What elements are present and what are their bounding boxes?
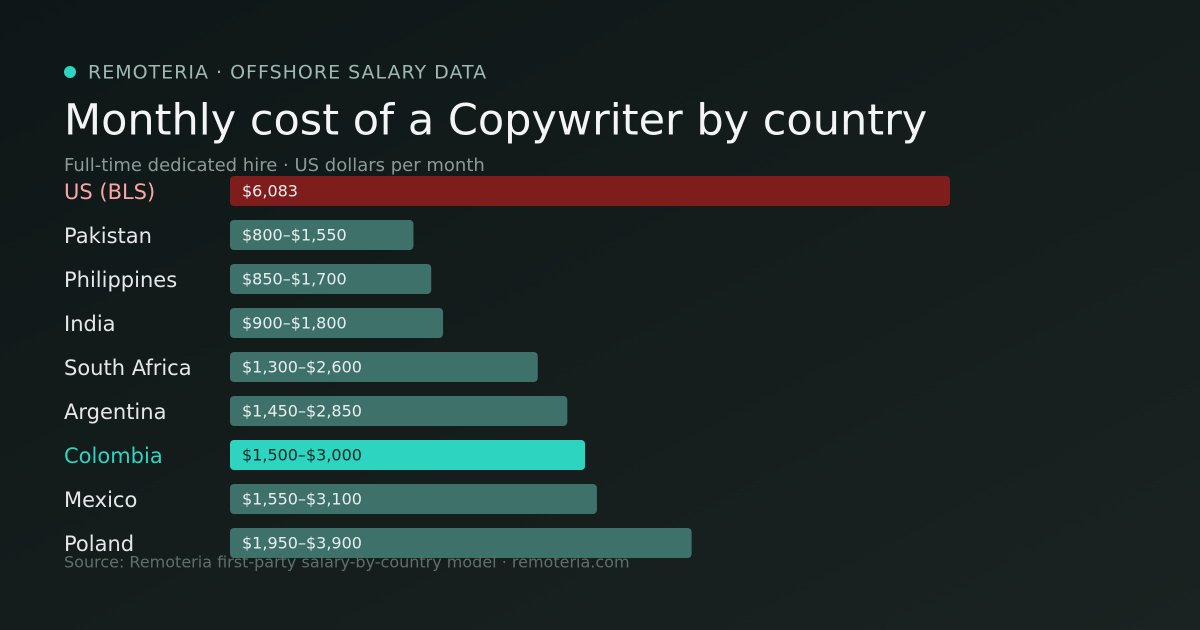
value-label: $1,300–$2,600 [242, 358, 362, 377]
category-label: South Africa [64, 356, 192, 380]
bar [230, 264, 432, 294]
category-label: US (BLS) [64, 180, 155, 204]
bar [230, 396, 568, 426]
value-label: $800–$1,550 [242, 226, 347, 245]
eyebrow: REMOTERIA · OFFSHORE SALARY DATA [88, 62, 487, 84]
category-label: Poland [64, 532, 134, 556]
brand-dot [64, 66, 76, 78]
category-label: Mexico [64, 488, 137, 512]
value-label: $1,450–$2,850 [242, 402, 362, 421]
chart-title: Monthly cost of a Copywriter by country [64, 96, 927, 146]
bar [230, 176, 950, 206]
bar [230, 308, 444, 338]
bar [230, 220, 414, 250]
value-label: $1,500–$3,000 [242, 446, 362, 465]
category-label: India [64, 312, 116, 336]
bar [230, 440, 586, 470]
category-label: Argentina [64, 400, 166, 424]
value-label: $1,550–$3,100 [242, 490, 362, 509]
value-label: $900–$1,800 [242, 314, 347, 333]
value-label: $6,083 [242, 182, 298, 201]
bar [230, 528, 692, 558]
value-label: $850–$1,700 [242, 270, 347, 289]
chart-subtitle: Full-time dedicated hire · US dollars pe… [64, 155, 485, 176]
category-label: Philippines [64, 268, 177, 292]
value-label: $1,950–$3,900 [242, 534, 362, 553]
bar [230, 352, 538, 382]
bar [230, 484, 597, 514]
category-label: Colombia [64, 444, 163, 468]
category-label: Pakistan [64, 224, 152, 248]
source-note: Source: Remoteria first-party salary-by-… [64, 553, 630, 572]
